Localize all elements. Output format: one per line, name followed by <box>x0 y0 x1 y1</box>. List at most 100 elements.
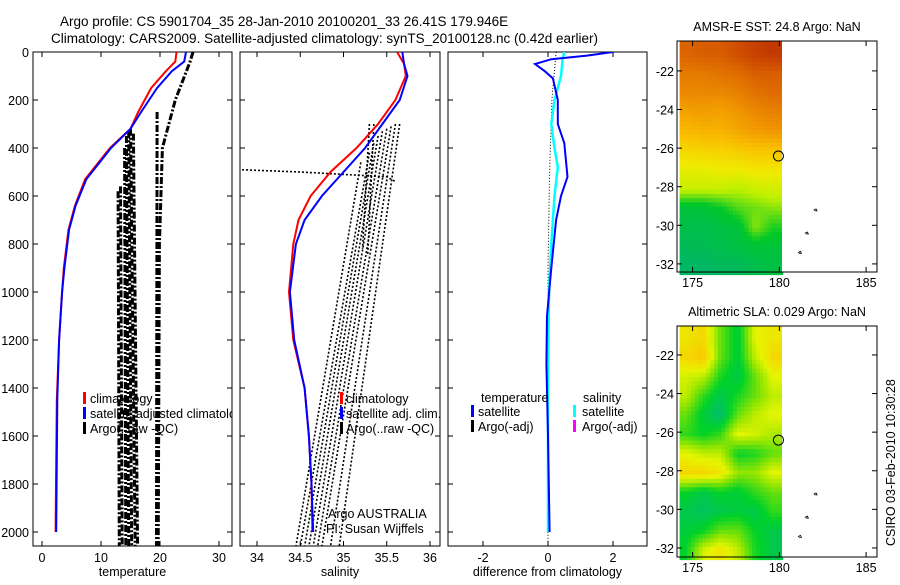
map-cell <box>683 257 688 263</box>
map-cell <box>771 79 776 84</box>
map-cell <box>767 343 772 348</box>
map-cell <box>710 470 715 476</box>
map-cell <box>736 419 742 425</box>
map-cell <box>733 555 738 561</box>
map-cell <box>771 529 776 535</box>
map-cell <box>767 172 772 178</box>
map-cell <box>714 121 719 127</box>
map-cell <box>740 138 746 144</box>
map-cell <box>752 555 757 561</box>
map-cell <box>694 406 700 412</box>
map-cell <box>702 53 707 59</box>
map-cell <box>767 202 772 208</box>
map-cell <box>759 193 765 199</box>
map-cell <box>702 517 707 522</box>
map-cell <box>725 108 730 114</box>
map-cell <box>710 372 715 378</box>
map-cell <box>771 87 776 93</box>
argo-profile-line <box>123 147 128 546</box>
map-cell <box>683 227 688 233</box>
map-cell <box>679 368 684 374</box>
map-cell <box>744 58 749 63</box>
y-tick-label: 200 <box>8 94 29 108</box>
map-cell <box>744 168 749 174</box>
map-cell <box>683 100 688 106</box>
map-cell <box>694 83 700 89</box>
map-cell <box>691 100 696 106</box>
map-cell <box>775 360 780 365</box>
map-cell <box>679 159 684 165</box>
map-cell <box>740 168 746 174</box>
map-cell <box>755 155 761 161</box>
map-cell <box>778 159 784 165</box>
map-cell <box>767 372 772 378</box>
map-cell <box>702 393 707 399</box>
map-cell <box>691 189 696 195</box>
map-cell <box>763 159 768 165</box>
map-cell <box>714 159 719 165</box>
map-cell <box>748 525 753 531</box>
map-cell <box>744 347 749 352</box>
map-cell <box>748 377 753 382</box>
map-cell <box>698 113 704 118</box>
map-cell <box>698 253 704 259</box>
map-cell <box>687 236 692 242</box>
map-cell <box>767 104 772 110</box>
map-cell <box>683 198 688 203</box>
map-cell <box>721 253 726 259</box>
map-cell <box>710 436 715 442</box>
map-cell <box>714 444 719 450</box>
map-cell <box>744 134 749 140</box>
map-cell <box>748 96 753 101</box>
map-cell <box>771 500 776 505</box>
x-tick-label: -2 <box>477 551 488 565</box>
map-cell <box>702 198 707 203</box>
map-cell <box>679 398 684 403</box>
map-cell <box>733 385 738 391</box>
map-cell <box>744 504 749 510</box>
map-cell <box>736 343 742 348</box>
map-cell <box>714 517 719 522</box>
map-cell <box>687 202 692 208</box>
map-cell <box>694 227 700 233</box>
map-cell <box>679 415 684 420</box>
map-cell <box>679 555 684 561</box>
map-cell <box>721 491 726 497</box>
map-cell <box>714 58 719 63</box>
map-cell <box>679 389 684 395</box>
map-cell <box>778 495 784 501</box>
map-cell <box>717 219 723 225</box>
map-cell <box>683 240 688 246</box>
map-cell <box>778 478 784 484</box>
map-cell <box>748 270 753 276</box>
map-cell <box>740 334 746 340</box>
map-cell <box>710 419 715 425</box>
map-cell <box>767 385 772 391</box>
map-cell <box>748 381 753 386</box>
map-cell <box>755 495 761 501</box>
map-cell <box>740 355 746 361</box>
map-cell <box>683 45 688 50</box>
map-cell <box>694 525 700 531</box>
map-cell <box>698 546 704 552</box>
map-cell <box>767 457 772 463</box>
map-cell <box>691 117 696 123</box>
map-cell <box>778 393 784 399</box>
map-cell <box>755 159 761 165</box>
map-cell <box>698 461 704 467</box>
map-cell <box>698 525 704 531</box>
map-cell <box>729 236 734 242</box>
argo-profile-line <box>119 186 124 546</box>
map-cell <box>702 546 707 552</box>
map-cell <box>733 466 738 471</box>
map-cell <box>733 45 738 50</box>
map-cell <box>729 219 734 225</box>
map-cell <box>710 364 715 369</box>
map-cell <box>729 551 734 556</box>
map-cell <box>759 495 765 501</box>
map-cell <box>691 551 696 556</box>
map-cell <box>698 351 704 357</box>
map-cell <box>752 257 757 263</box>
map-cell <box>698 347 704 352</box>
